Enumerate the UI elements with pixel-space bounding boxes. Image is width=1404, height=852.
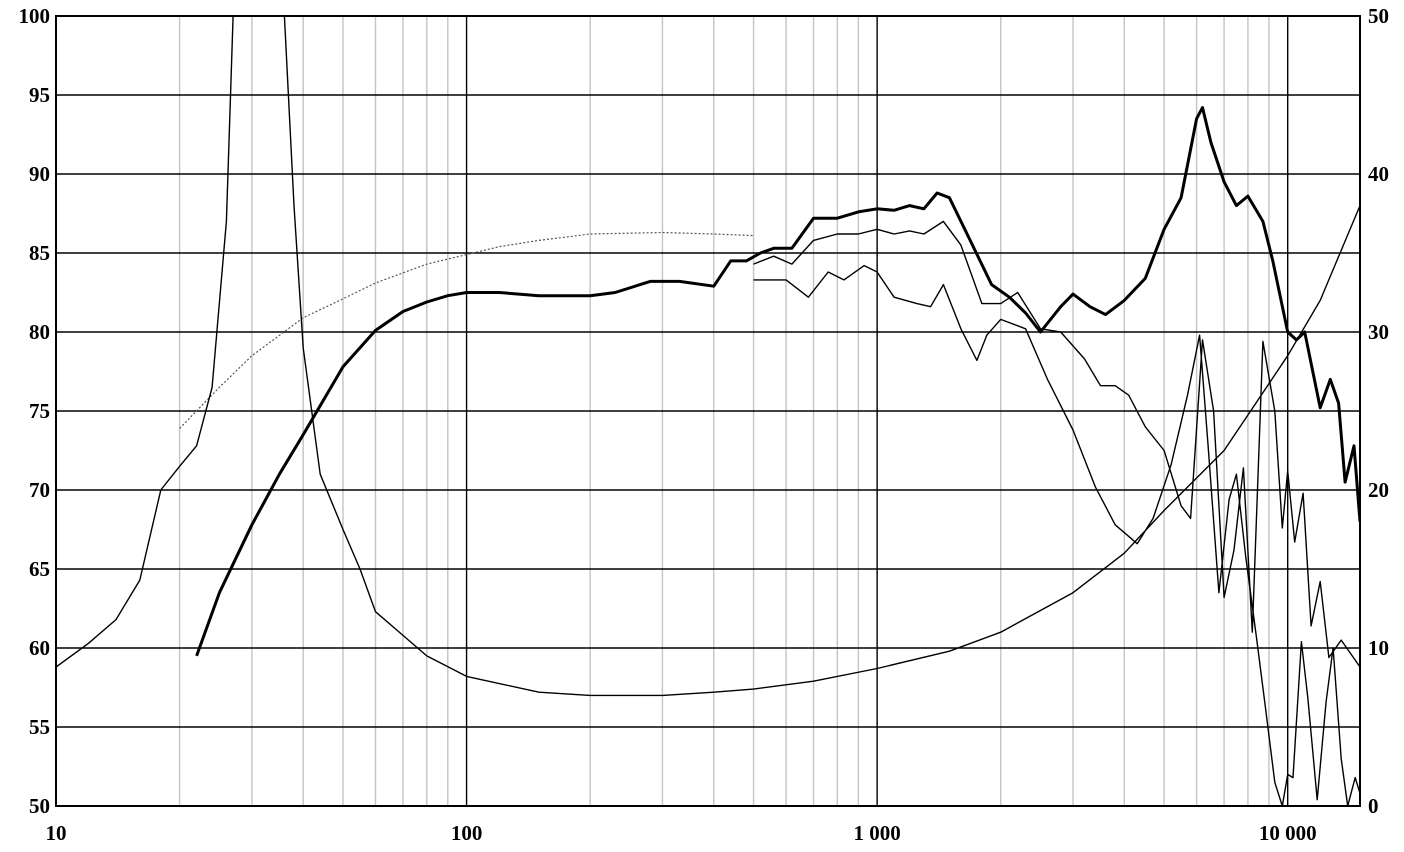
series-spl-15deg — [753, 220, 1360, 668]
plot-frame — [55, 15, 1361, 807]
y-tick-label: 100 — [19, 4, 51, 28]
x-tick-label: 100 — [451, 821, 483, 845]
y-tick-label: 80 — [29, 320, 50, 344]
y-tick-label: 85 — [29, 241, 50, 265]
y2-tick-label: 10 — [1368, 636, 1389, 660]
y-tick-label: 55 — [29, 715, 50, 739]
right-y-axis-tick-labels: 0 10 20 30 40 50 — [1368, 4, 1389, 818]
x-axis-tick-labels: 10 100 1 000 10 000 — [46, 821, 1317, 845]
y-tick-label: 90 — [29, 162, 50, 186]
y-tick-label: 95 — [29, 83, 50, 107]
y2-tick-label: 0 — [1368, 794, 1379, 818]
x-tick-label: 10 000 — [1259, 821, 1317, 845]
x-tick-label: 1 000 — [854, 821, 901, 845]
y2-tick-label: 30 — [1368, 320, 1389, 344]
series-impedance — [56, 16, 1360, 697]
x-tick-label: 10 — [46, 821, 67, 845]
y-tick-label: 65 — [29, 557, 50, 581]
y-tick-label: 60 — [29, 636, 50, 660]
y-tick-label: 75 — [29, 399, 50, 423]
left-y-axis-tick-labels: 50 55 60 65 70 75 80 85 90 95 100 — [19, 4, 51, 818]
y2-tick-label: 20 — [1368, 478, 1389, 502]
series-layer — [56, 16, 1360, 806]
y-tick-label: 70 — [29, 478, 50, 502]
y-tick-label: 50 — [29, 794, 50, 818]
series-spl-30deg — [753, 264, 1360, 806]
y2-tick-label: 50 — [1368, 4, 1389, 28]
y2-tick-label: 40 — [1368, 162, 1389, 186]
series-spl-lowfreq-dotted — [179, 231, 754, 429]
series-spl-axis — [195, 106, 1360, 657]
